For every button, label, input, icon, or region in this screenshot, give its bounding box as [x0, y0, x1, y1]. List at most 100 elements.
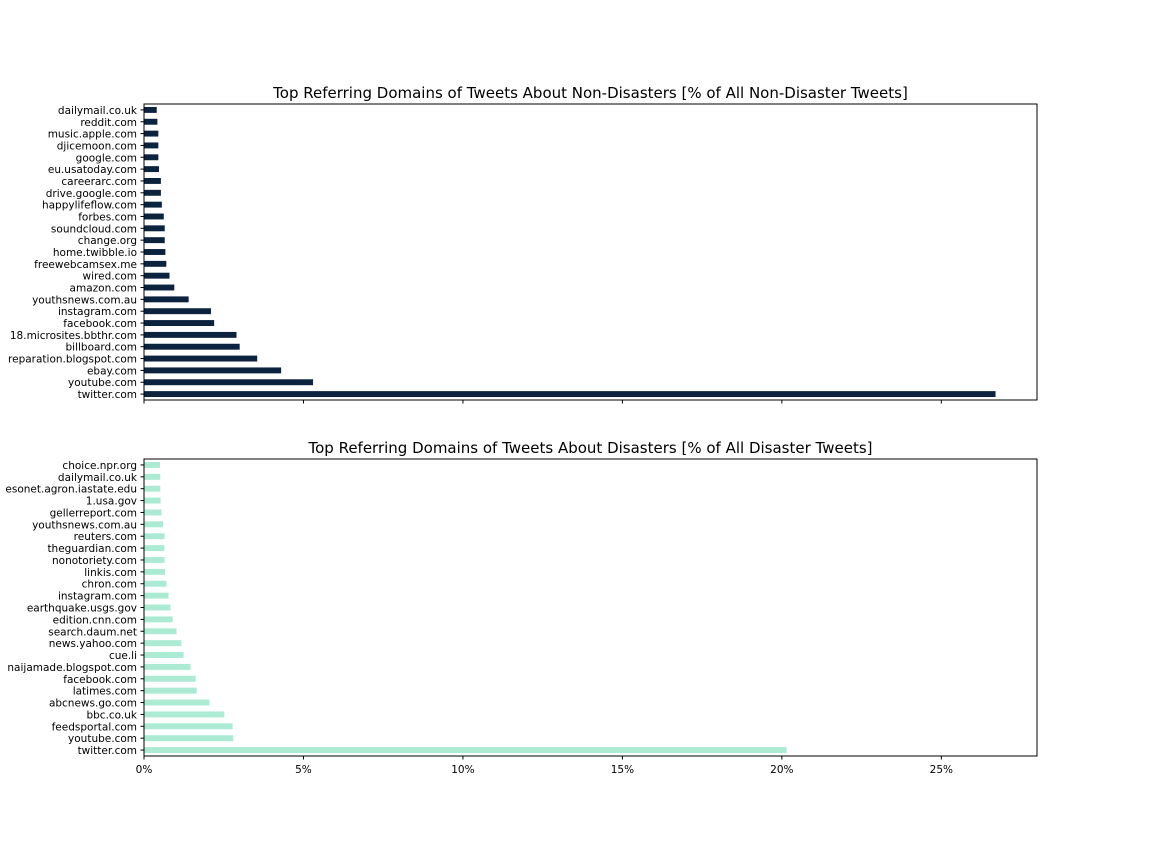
x-tick-label: 10% [451, 764, 474, 776]
bar [144, 640, 182, 647]
y-tick-label: freewebcamsex.me [34, 259, 137, 271]
y-tick-label: cue.li [109, 650, 137, 662]
y-tick-label: naijamade.blogspot.com [7, 662, 137, 674]
x-tick-label: 5% [295, 764, 312, 776]
bar [144, 391, 996, 398]
bar [144, 308, 211, 315]
x-tick-label: 0% [136, 764, 153, 776]
bar [144, 533, 165, 540]
bar [144, 699, 210, 706]
y-tick-label: youthsnews.com.au [32, 519, 137, 531]
y-tick-label: latimes.com [73, 686, 137, 698]
y-tick-label: 1.usa.gov [86, 496, 137, 508]
chart-title: Top Referring Domains of Tweets About No… [272, 84, 908, 102]
y-tick-label: youtube.com [68, 377, 137, 389]
y-tick-label: gellerreport.com [50, 507, 137, 519]
bar [144, 687, 197, 694]
y-tick-label: twitter.com [78, 745, 137, 757]
bar [144, 284, 175, 291]
disaster-chart: Top Referring Domains of Tweets About Di… [5, 439, 1038, 776]
bar [144, 331, 237, 338]
bar [144, 628, 177, 635]
y-tick-label: instagram.com [58, 591, 137, 603]
bar [144, 379, 314, 386]
bar [144, 367, 282, 374]
bar [144, 320, 215, 326]
bar [144, 249, 166, 255]
x-tick-label: 15% [611, 764, 634, 776]
y-tick-label: abcnews.go.com [49, 698, 137, 710]
y-tick-label: feedsportal.com [52, 721, 137, 733]
y-tick-label: amazon.com [70, 283, 137, 295]
x-tick-label: 25% [930, 764, 953, 776]
y-tick-label: dailymail.co.uk [58, 105, 138, 117]
y-tick-label: forbes.com [78, 211, 137, 223]
y-tick-label: theguardian.com [47, 543, 137, 555]
y-tick-label: search.daum.net [48, 626, 137, 638]
y-tick-label: google.com [76, 152, 137, 164]
bar [144, 154, 159, 161]
y-tick-label: news.yahoo.com [49, 638, 137, 650]
bar [144, 557, 165, 563]
bar [144, 118, 158, 125]
y-tick-label: djicemoon.com [57, 140, 137, 152]
bar [144, 735, 234, 742]
y-tick-label: 18.microsites.bbthr.com [10, 330, 137, 342]
bar [144, 485, 161, 492]
y-tick-label: instagram.com [58, 306, 137, 318]
bar [144, 106, 157, 113]
bar [144, 580, 167, 587]
bar [144, 616, 173, 623]
bar [144, 747, 787, 754]
bar [144, 473, 161, 480]
y-tick-label: ebay.com [87, 365, 137, 377]
bar [144, 142, 159, 149]
y-tick-label: reddit.com [80, 117, 137, 129]
y-tick-label: drive.google.com [46, 188, 137, 200]
y-tick-label: nonotoriety.com [52, 555, 137, 567]
bar [144, 272, 170, 279]
y-tick-label: esonet.agron.iastate.edu [5, 484, 137, 496]
y-tick-label: youthsnews.com.au [32, 294, 137, 306]
bar [144, 497, 161, 504]
bar [144, 355, 258, 362]
non-disaster-chart: Top Referring Domains of Tweets About No… [8, 84, 1038, 404]
bar [144, 225, 165, 232]
y-tick-label: bbc.co.uk [86, 709, 137, 721]
y-tick-label: reparation.blogspot.com [8, 354, 137, 366]
x-tick-label: 20% [770, 764, 793, 776]
y-tick-label: twitter.com [78, 389, 137, 401]
plot-frame [143, 458, 1038, 757]
y-tick-label: eu.usatoday.com [48, 164, 137, 176]
bar [144, 178, 161, 184]
y-tick-label: dailymail.co.uk [58, 472, 138, 484]
y-tick-label: linkis.com [84, 567, 137, 579]
bar [144, 509, 162, 516]
bar [144, 296, 189, 303]
bar [144, 675, 196, 682]
bar [144, 723, 233, 730]
bar [144, 545, 165, 552]
y-tick-label: music.apple.com [48, 129, 137, 141]
y-tick-label: home.twibble.io [53, 247, 137, 259]
y-tick-label: earthquake.usgs.gov [27, 603, 137, 615]
bar [144, 213, 164, 220]
y-tick-label: billboard.com [65, 342, 137, 354]
bar [144, 711, 225, 718]
y-tick-label: happylifeflow.com [42, 200, 137, 212]
y-tick-label: edition.cnn.com [53, 614, 137, 626]
bar [144, 663, 191, 670]
plot-frame [143, 103, 1038, 401]
bar [144, 604, 171, 611]
bar [144, 260, 167, 267]
y-tick-label: youtube.com [68, 733, 137, 745]
y-tick-label: choice.npr.org [62, 460, 137, 472]
y-tick-label: soundcloud.com [51, 223, 137, 235]
bar [144, 189, 161, 196]
y-tick-label: wired.com [83, 271, 137, 283]
bar [144, 237, 165, 244]
bar [144, 166, 159, 173]
bar [144, 201, 162, 208]
bar [144, 130, 159, 137]
